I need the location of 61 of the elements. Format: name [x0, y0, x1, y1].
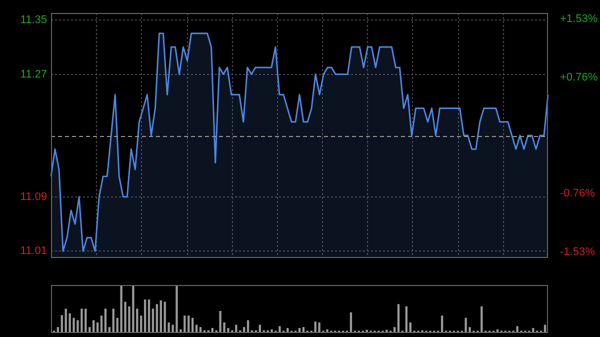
bar: [298, 328, 301, 332]
bar: [156, 304, 158, 332]
bar: [318, 322, 320, 332]
bar: [80, 308, 83, 332]
y-tick-label: 11.35: [20, 14, 47, 26]
bar: [278, 326, 281, 332]
bar: [393, 327, 396, 332]
bar: [270, 329, 273, 332]
bar: [72, 318, 75, 332]
bar: [219, 310, 222, 332]
bar: [544, 324, 546, 332]
bar: [258, 324, 261, 332]
bar: [192, 318, 194, 332]
bar: [184, 316, 186, 332]
bar: [480, 306, 483, 332]
bar: [100, 316, 103, 332]
bar: [235, 324, 238, 332]
bar: [246, 320, 250, 332]
bar: [96, 322, 99, 332]
bar: [350, 312, 352, 332]
bar: [92, 320, 95, 332]
bar: [195, 324, 198, 332]
bar: [152, 308, 154, 332]
bar: [176, 286, 178, 332]
bar: [314, 322, 316, 332]
bar: [286, 328, 289, 332]
bar: [242, 327, 246, 332]
bar: [104, 308, 107, 332]
bar: [188, 316, 190, 332]
bar: [144, 299, 146, 332]
bar: [88, 327, 91, 332]
bar: [516, 326, 518, 332]
bar: [120, 286, 122, 332]
bar: [440, 316, 444, 332]
bar: [164, 302, 166, 332]
y2-tick-label: -1.53%: [560, 246, 596, 258]
bar: [60, 315, 63, 332]
bar: [56, 327, 60, 332]
y2-tick-label: -0.76%: [560, 187, 596, 200]
bar: [160, 300, 162, 332]
y-tick-label: 11.27: [20, 68, 47, 80]
y2-tick-label: +1.53%: [560, 13, 598, 26]
bar: [140, 316, 142, 332]
y2-tick-label: +0.76%: [560, 72, 598, 84]
bar: [84, 308, 87, 332]
bar: [397, 304, 400, 332]
bar: [302, 327, 305, 332]
y-tick-label: 11.09: [20, 190, 47, 203]
bar: [132, 286, 134, 332]
bar: [108, 327, 110, 332]
bar: [148, 299, 150, 332]
bar: [532, 328, 534, 332]
bar: [112, 308, 114, 332]
bar: [64, 308, 67, 332]
bar: [409, 322, 412, 332]
bar: [211, 328, 214, 332]
bar: [199, 327, 202, 332]
y-tick-label: 11.01: [20, 245, 47, 258]
bar: [405, 306, 408, 332]
bar: [326, 329, 328, 332]
bar: [464, 318, 467, 332]
